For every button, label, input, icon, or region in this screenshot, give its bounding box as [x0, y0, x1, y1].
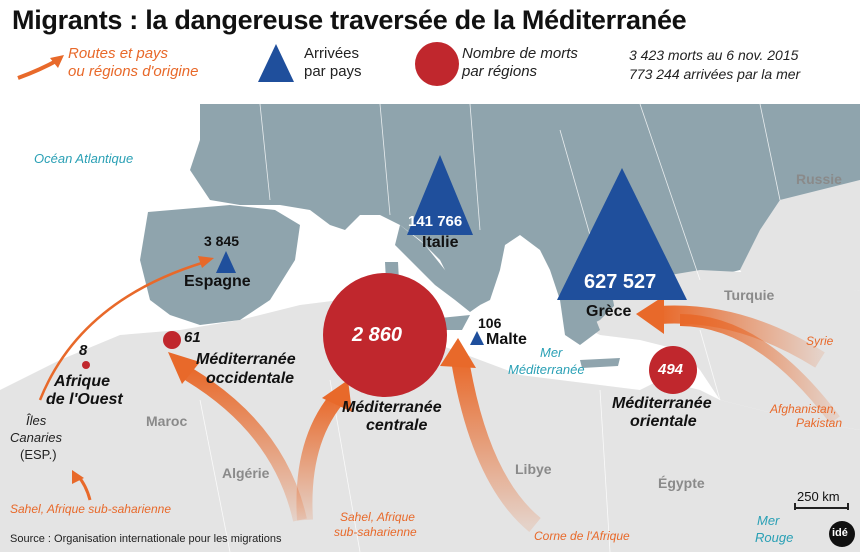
arrivals-triangle-espagne	[216, 251, 236, 273]
label-algerie: Algérie	[222, 465, 270, 481]
arrivals-value-italie: 141 766	[408, 213, 463, 230]
label-egypte: Égypte	[658, 475, 705, 491]
origin-sahel-west: Sahel, Afrique sub-saharienne	[10, 502, 171, 516]
label-libye: Libye	[515, 461, 552, 477]
deaths-value-afrique-ouest: 8	[79, 342, 88, 359]
deaths-value-occidentale: 61	[184, 329, 201, 346]
label-russie: Russie	[796, 171, 842, 187]
legend-deaths-circle	[415, 42, 459, 86]
arrivals-country-italie: Italie	[422, 234, 459, 251]
legend-routes-line1: Routes et pays	[68, 45, 169, 62]
deaths-value-centrale: 2 860	[352, 324, 403, 346]
label-mer-rouge-line1: Mer	[757, 513, 780, 528]
deaths-region-centrale-line2: centrale	[366, 417, 428, 434]
arrivals-country-espagne: Espagne	[184, 273, 251, 290]
deaths-region-centrale-line1: Méditerranée	[342, 399, 442, 416]
label-mer-med-line1: Mer	[540, 345, 563, 360]
route-sahel-west-med	[168, 352, 307, 522]
label-canaries-line3: (ESP.)	[20, 447, 57, 462]
russia-land	[740, 180, 860, 300]
arrivals-triangle-malte	[470, 331, 484, 345]
deaths-region-afrique-ouest-line1: Afrique	[54, 373, 110, 390]
route-horn-central-med	[440, 338, 541, 532]
legend-route-arrow	[17, 55, 64, 80]
deaths-region-afrique-ouest-line2: de l'Ouest	[46, 391, 123, 408]
deaths-region-occidentale-line1: Méditerranée	[196, 351, 296, 368]
publisher-logo-text: idé	[832, 527, 848, 539]
label-turquie: Turquie	[724, 287, 775, 303]
scale-label: 250 km	[797, 489, 840, 504]
publisher-logo-badge	[829, 521, 855, 547]
arrivals-country-malte: Malte	[486, 331, 527, 348]
page-title: Migrants : la dangereuse traversée de la…	[12, 5, 687, 35]
arrivals-value-malte: 106	[478, 315, 502, 331]
deaths-region-orientale-line1: Méditerranée	[612, 395, 712, 412]
deaths-circle-afrique-ouest	[82, 361, 90, 369]
arrivals-country-grece: Grèce	[586, 303, 632, 320]
italy-land	[395, 225, 480, 312]
origin-afghanistan-line2: Pakistan	[796, 416, 843, 430]
label-mer-med-line2: Méditerranée	[508, 362, 585, 377]
origin-corne-afrique: Corne de l'Afrique	[534, 529, 630, 543]
label-mer-rouge-line2: Rouge	[755, 530, 794, 545]
arrivals-value-grece: 627 527	[584, 271, 657, 293]
canary-island-3	[70, 458, 78, 466]
legend-total-arrivals: 773 244 arrivées par la mer	[629, 66, 801, 82]
deaths-circle-orientale	[649, 346, 697, 394]
deaths-region-orientale-line2: orientale	[630, 413, 697, 430]
crete-land	[580, 358, 620, 368]
sicily-land	[440, 315, 470, 330]
origin-syrie: Syrie	[806, 334, 834, 348]
canary-island-2	[53, 461, 63, 471]
greece-land	[560, 300, 600, 345]
africa-land	[0, 300, 860, 552]
label-ocean-atlantique: Océan Atlantique	[34, 151, 134, 166]
legend-arrivals-line2: par pays	[304, 63, 362, 80]
deaths-value-orientale: 494	[658, 361, 684, 378]
legend-deaths-line2: par régions	[462, 63, 538, 80]
route-west-africa-spain	[38, 256, 214, 401]
arrivals-triangle-grece	[557, 168, 687, 300]
canary-island-1	[38, 466, 46, 474]
deaths-region-occidentale-line2: occidentale	[206, 370, 295, 387]
origin-sahel-center-line1: Sahel, Afrique	[340, 510, 415, 524]
arrivals-triangle-italie	[407, 155, 473, 235]
legend-arrivals-triangle	[258, 44, 294, 82]
borders	[199, 103, 781, 552]
route-syria-greece	[636, 296, 825, 368]
legend-deaths-line1: Nombre de morts	[462, 45, 578, 62]
legend-arrivals-line1: Arrivées	[304, 45, 360, 62]
legend-routes-line2: ou régions d'origine	[68, 63, 199, 80]
arrivals-value-espagne: 3 845	[204, 233, 240, 249]
route-sahel-canaries	[72, 470, 92, 501]
legend-total-deaths: 3 423 morts au 6 nov. 2015	[629, 47, 799, 63]
deaths-circle-occidentale	[163, 331, 181, 349]
label-maroc: Maroc	[146, 413, 188, 429]
origin-sahel-center-line2: sub-saharienne	[334, 525, 417, 539]
source-credit: Source : Organisation internationale pou…	[10, 533, 282, 545]
route-afghanistan-greece	[679, 314, 840, 424]
route-sahel-central-med	[296, 380, 352, 521]
middle-east-land	[560, 290, 860, 430]
label-canaries-line1: Îles	[26, 413, 47, 428]
label-canaries-line2: Canaries	[10, 430, 63, 445]
origin-afghanistan-line1: Afghanistan,	[770, 402, 837, 416]
deaths-circle-centrale	[323, 273, 447, 397]
